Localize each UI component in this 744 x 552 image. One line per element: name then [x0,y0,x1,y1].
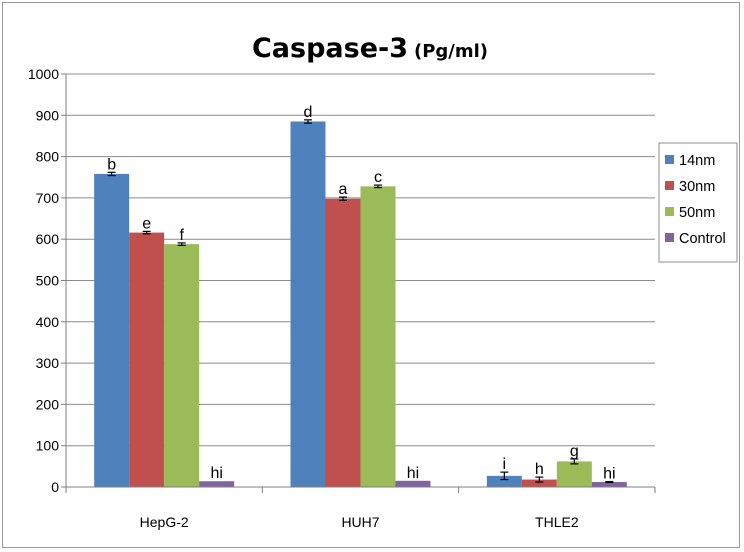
y-tick-label: 200 [36,396,60,412]
bar-30nm-HUH7 [325,198,361,487]
bar-30nm-HepG-2 [129,232,165,487]
x-category-label: HUH7 [341,514,379,530]
bar-significance-label: hi [210,465,222,482]
legend-swatch [665,181,674,190]
y-tick-label: 0 [51,479,59,495]
y-tick-label: 700 [36,190,60,206]
legend-swatch [665,207,674,216]
bar-significance-label: e [142,215,151,232]
legend-label: Control [679,231,726,247]
chart-title-main: Caspase-3 [252,33,408,64]
bar-Control-HepG-2 [199,481,235,487]
legend-swatch [665,155,674,164]
bar-50nm-HUH7 [360,186,396,487]
y-tick-label: 500 [36,273,60,289]
y-tick-label: 1000 [28,66,59,82]
bar-significance-label: g [570,443,579,460]
legend-swatch [665,233,674,242]
bar-significance-label: b [107,156,116,173]
bar-significance-label: d [304,104,313,121]
chart-title: Caspase-3 (Pg/ml) [252,33,488,64]
bar-significance-label: h [535,461,544,478]
bar-14nm-HepG-2 [94,173,130,488]
y-tick-label: 100 [36,438,60,454]
bar-14nm-HUH7 [290,121,326,488]
bars: b d i e a h f c g hi hi hi [94,104,627,488]
bar-significance-label: hi [407,465,419,482]
y-tick-label: 600 [36,231,60,247]
bar-significance-label: hi [603,466,615,483]
bar-Control-HUH7 [395,480,431,487]
bar-significance-label: i [503,456,507,473]
chart-title-unit: (Pg/ml) [414,41,488,62]
y-axis-ticks: 0 100 200 300 400 500 600 700 800 900 1000 [28,66,66,495]
bar-significance-label: c [374,169,382,186]
y-tick-label: 300 [36,355,60,371]
y-tick-label: 400 [36,314,60,330]
bar-50nm-THLE2 [556,461,592,487]
bar-chart: Caspase-3 (Pg/ml) 0 100 200 300 400 500 600 700 8… [28,33,738,530]
legend-label: 50nm [679,205,715,221]
x-axis-categories: HepG-2 HUH7 THLE2 [140,514,579,530]
y-tick-label: 900 [36,107,60,123]
legend-label: 30nm [679,179,715,195]
bar-significance-label: f [179,227,184,244]
bar-14nm-THLE2 [486,475,522,487]
x-category-label: THLE2 [535,514,579,530]
y-tick-label: 800 [36,149,60,165]
x-category-label: HepG-2 [140,514,189,530]
bar-Control-THLE2 [591,482,627,487]
bar-significance-label: a [339,181,348,198]
bar-50nm-HepG-2 [164,244,200,487]
legend: 14nm 30nm 50nm Control [658,142,738,263]
legend-label: 14nm [679,153,715,169]
axes [65,74,656,493]
bar-30nm-THLE2 [521,479,557,487]
